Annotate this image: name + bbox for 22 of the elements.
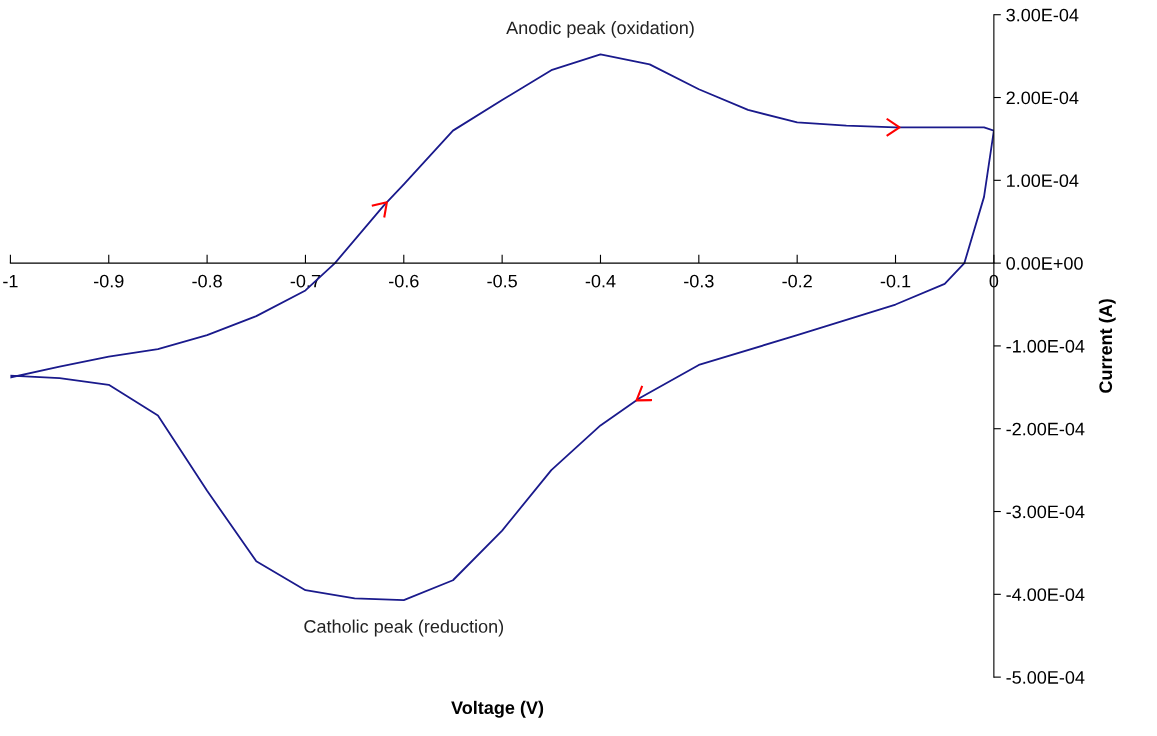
x-tick-label: -0.1 <box>880 274 911 288</box>
x-tick-label: -0.9 <box>94 274 124 288</box>
y-axis-title: Current (A) <box>1098 299 1116 393</box>
x-tick-label: -0.3 <box>684 274 714 288</box>
x-tick-label: -1 <box>3 274 18 288</box>
x-tick-label: -0.6 <box>389 274 419 288</box>
annotation: Anodic peak (oxidation) <box>506 20 694 38</box>
y-tick-label: 3.00E-04 <box>1006 8 1079 22</box>
y-tick-label: 1.00E-04 <box>1007 174 1079 188</box>
x-tick-label: -0.2 <box>782 274 812 288</box>
x-tick-label: -0.4 <box>585 274 616 288</box>
x-axis-title: Voltage (V) <box>451 700 544 718</box>
y-tick-label: -4.00E-04 <box>1006 588 1085 602</box>
y-tick-label: -5.00E-04 <box>1006 671 1085 684</box>
y-tick-label: 2.00E-04 <box>1006 91 1079 105</box>
x-tick-label: -0.8 <box>192 274 222 288</box>
y-tick-label: -1.00E-04 <box>1006 339 1085 353</box>
y-tick-label: 0.00E+00 <box>1006 257 1083 270</box>
y-tick-label: -3.00E-04 <box>1006 505 1085 519</box>
y-tick-label: -2.00E-04 <box>1006 422 1085 436</box>
x-tick-label: -0.5 <box>487 274 517 288</box>
annotation: Catholic peak (reduction) <box>304 619 504 637</box>
